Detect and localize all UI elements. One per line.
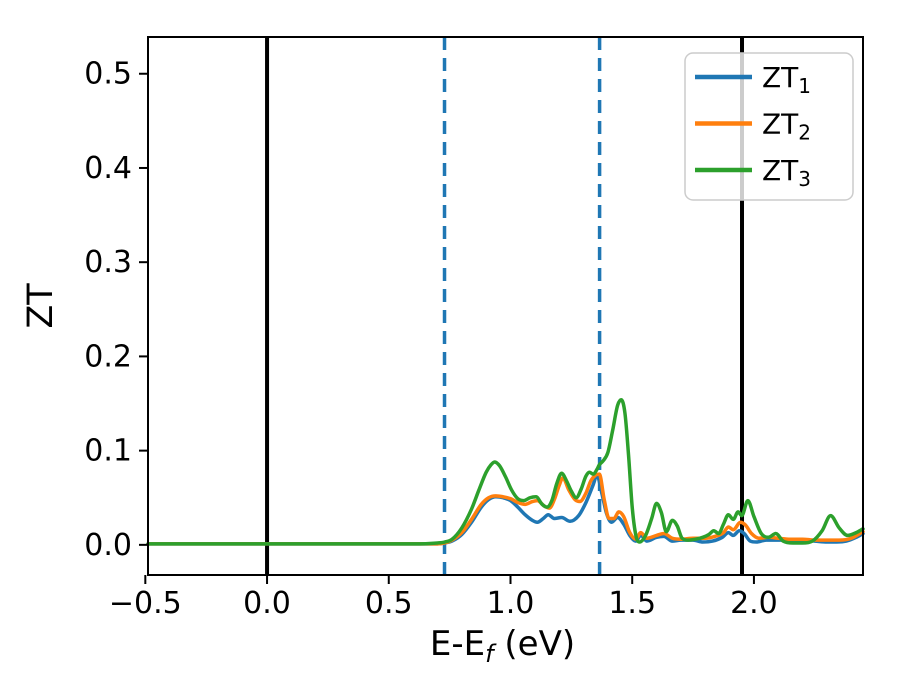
y-axis-tick-label: 0.1 [84,434,132,469]
y-axis-label: ZT [21,283,61,329]
x-axis-tick-label: 0.0 [243,586,291,621]
legend-label-zt2: ZT2 [762,108,811,145]
x-axis-tick-label: −0.5 [109,586,182,621]
zt3-curve [146,398,865,546]
y-axis-tick-label: 0.5 [84,57,132,92]
x-axis-tick-label: 0.5 [365,586,413,621]
y-axis-tick-label: 0.3 [84,245,132,280]
legend-label-zt1: ZT1 [762,61,811,98]
zt2-curve [146,472,865,546]
zt1-curve [146,473,865,546]
legend-box [684,52,854,201]
plot-area [147,36,864,576]
legend: ZT1 ZT2 ZT3 [684,52,854,201]
y-axis-tick-label: 0.0 [84,528,132,563]
x-axis-tick-label: 2.0 [730,586,778,621]
y-axis-tick-label: 0.2 [84,339,132,374]
legend-label-zt3: ZT3 [762,154,811,191]
y-axis-tick-label: 0.4 [84,151,132,186]
x-axis-tick-label: 1.5 [608,586,656,621]
x-axis-label: E-Ef (eV) [430,624,575,668]
x-axis-tick-label: 1.0 [487,586,535,621]
